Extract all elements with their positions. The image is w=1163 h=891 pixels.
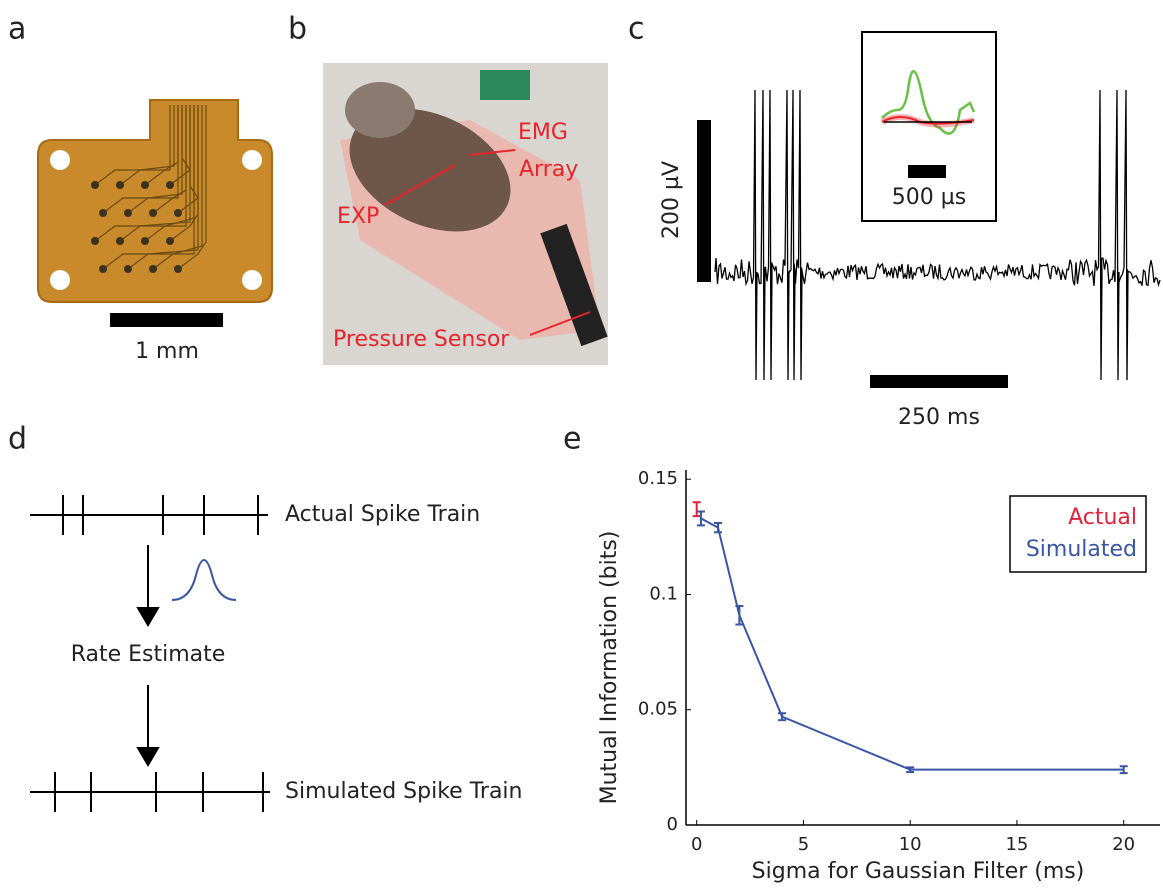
arrowhead xyxy=(136,607,160,627)
series-line xyxy=(700,517,1124,771)
pad xyxy=(174,265,182,273)
diagram-label: Rate Estimate xyxy=(71,642,226,667)
error-bar xyxy=(696,510,705,527)
pad xyxy=(116,181,124,189)
inset-scale-bar xyxy=(908,165,946,178)
bird-head xyxy=(345,82,415,138)
scale-bar xyxy=(110,313,223,327)
panel-letter: b xyxy=(288,12,307,47)
arrowhead xyxy=(136,747,160,767)
legend-box xyxy=(1009,495,1147,573)
pad xyxy=(124,209,132,217)
time-scale-label: 250 ms xyxy=(898,405,980,430)
pad xyxy=(166,237,174,245)
emg-panel: 200 µV 250 ms 500 µs xyxy=(659,31,1161,430)
amp-scale-label: 200 µV xyxy=(659,161,684,239)
x-tick-label: 20 xyxy=(1112,834,1135,855)
connector xyxy=(480,70,530,100)
photo-label: EMG xyxy=(518,120,568,145)
board xyxy=(37,99,273,303)
inset-scale-label: 500 µs xyxy=(892,185,966,210)
hole xyxy=(50,150,70,170)
photo-label: Array xyxy=(519,157,578,182)
y-tick-label: 0.15 xyxy=(638,468,678,489)
pad xyxy=(149,265,157,273)
y-tick-label: 0.05 xyxy=(638,699,678,720)
arrows xyxy=(384,149,591,336)
photo: EMG Array EXP Pressure Sensor xyxy=(323,63,608,365)
panel-letter: e xyxy=(563,422,581,457)
trace xyxy=(119,105,191,242)
hole xyxy=(242,270,262,290)
bird xyxy=(349,108,511,232)
panel-letter: c xyxy=(628,12,645,47)
diagram-label: Simulated Spike Train xyxy=(285,779,522,804)
trace xyxy=(127,105,199,270)
panel-letter: a xyxy=(8,12,26,47)
traces xyxy=(91,105,207,273)
arrow xyxy=(469,149,516,156)
x-tick-label: 0 xyxy=(691,834,702,855)
legend-entry: Simulated xyxy=(1026,537,1137,562)
error-bar xyxy=(1119,765,1128,775)
diagram xyxy=(30,495,270,812)
trace xyxy=(119,105,175,186)
error-bar xyxy=(735,605,744,626)
trace xyxy=(127,105,183,214)
pad xyxy=(141,181,149,189)
emg-trace xyxy=(714,89,1161,381)
inset xyxy=(861,31,997,222)
pad xyxy=(141,237,149,245)
arrow xyxy=(384,164,456,206)
pad xyxy=(174,209,182,217)
panel-letter: d xyxy=(8,422,27,457)
pad xyxy=(99,265,107,273)
hole xyxy=(50,270,70,290)
pad xyxy=(91,237,99,245)
amp-scale-bar xyxy=(697,120,711,282)
pad xyxy=(124,265,132,273)
y-axis-label: Mutual Information (bits) xyxy=(597,531,622,805)
x-tick-label: 10 xyxy=(899,834,922,855)
chart: 0 5 10 15 20 0 0.05 0.1 0.15 Sigma for Gaussian F… xyxy=(597,468,1160,884)
trace xyxy=(94,105,187,242)
error-bar xyxy=(778,712,787,722)
pad xyxy=(149,209,157,217)
scale-label: 1 mm xyxy=(135,339,199,364)
inset-trace xyxy=(881,70,976,135)
pad xyxy=(116,237,124,245)
photo-label: Pressure Sensor xyxy=(333,327,510,352)
electrode-array: 1 mm xyxy=(37,99,273,364)
pad xyxy=(166,181,174,189)
error-bar xyxy=(714,522,723,534)
y-tick-label: 0.1 xyxy=(649,583,678,604)
trace xyxy=(102,105,195,270)
pad xyxy=(91,181,99,189)
x-axis-label: Sigma for Gaussian Filter (ms) xyxy=(752,859,1085,884)
legend-entry: Actual xyxy=(1068,505,1137,530)
arrow xyxy=(529,311,591,336)
error-bar xyxy=(692,501,701,518)
sensor xyxy=(540,223,608,347)
trace xyxy=(177,105,207,270)
error-bar xyxy=(906,766,915,773)
pad xyxy=(99,209,107,217)
x-tick-label: 5 xyxy=(798,834,809,855)
time-scale-bar xyxy=(870,375,1008,388)
photo-label: EXP xyxy=(337,204,379,229)
y-tick-label: 0 xyxy=(667,814,678,835)
trace xyxy=(152,105,203,270)
diagram-label: Actual Spike Train xyxy=(285,502,480,527)
x-tick-label: 15 xyxy=(1005,834,1028,855)
gaussian xyxy=(171,559,237,601)
hole xyxy=(242,150,262,170)
